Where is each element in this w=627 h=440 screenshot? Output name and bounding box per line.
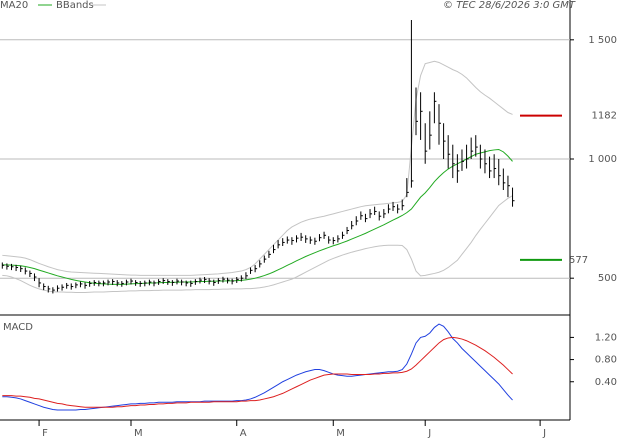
y-tick-label: 0.80	[595, 355, 617, 366]
x-tick-label: A	[240, 428, 247, 439]
panel-title: MACD	[3, 322, 33, 333]
ma-line	[2, 148, 513, 285]
x-tick-label: M	[134, 428, 143, 439]
legend-label: MA20	[0, 0, 28, 11]
y-tick-label: 1 500	[588, 35, 617, 46]
legend-label: BBands	[56, 0, 94, 11]
y-tick-label: 500	[598, 273, 617, 284]
band-upper	[2, 60, 513, 276]
y-tick-label: 1.20	[595, 332, 617, 343]
band-lower	[2, 195, 513, 293]
x-tick-label: J	[542, 428, 546, 439]
copyright: © TEC 28/6/2026 3:0 GMT	[443, 0, 576, 11]
level-label: 577	[569, 255, 588, 266]
x-tick-label: F	[42, 428, 48, 439]
macd-line	[2, 323, 513, 411]
level-label: 1182	[592, 111, 617, 122]
y-tick-label: 1 000	[588, 154, 617, 165]
y-tick-label: 0.40	[595, 377, 617, 388]
x-tick-label: J	[427, 428, 431, 439]
macd-line	[2, 336, 513, 408]
x-tick-label: M	[336, 428, 345, 439]
